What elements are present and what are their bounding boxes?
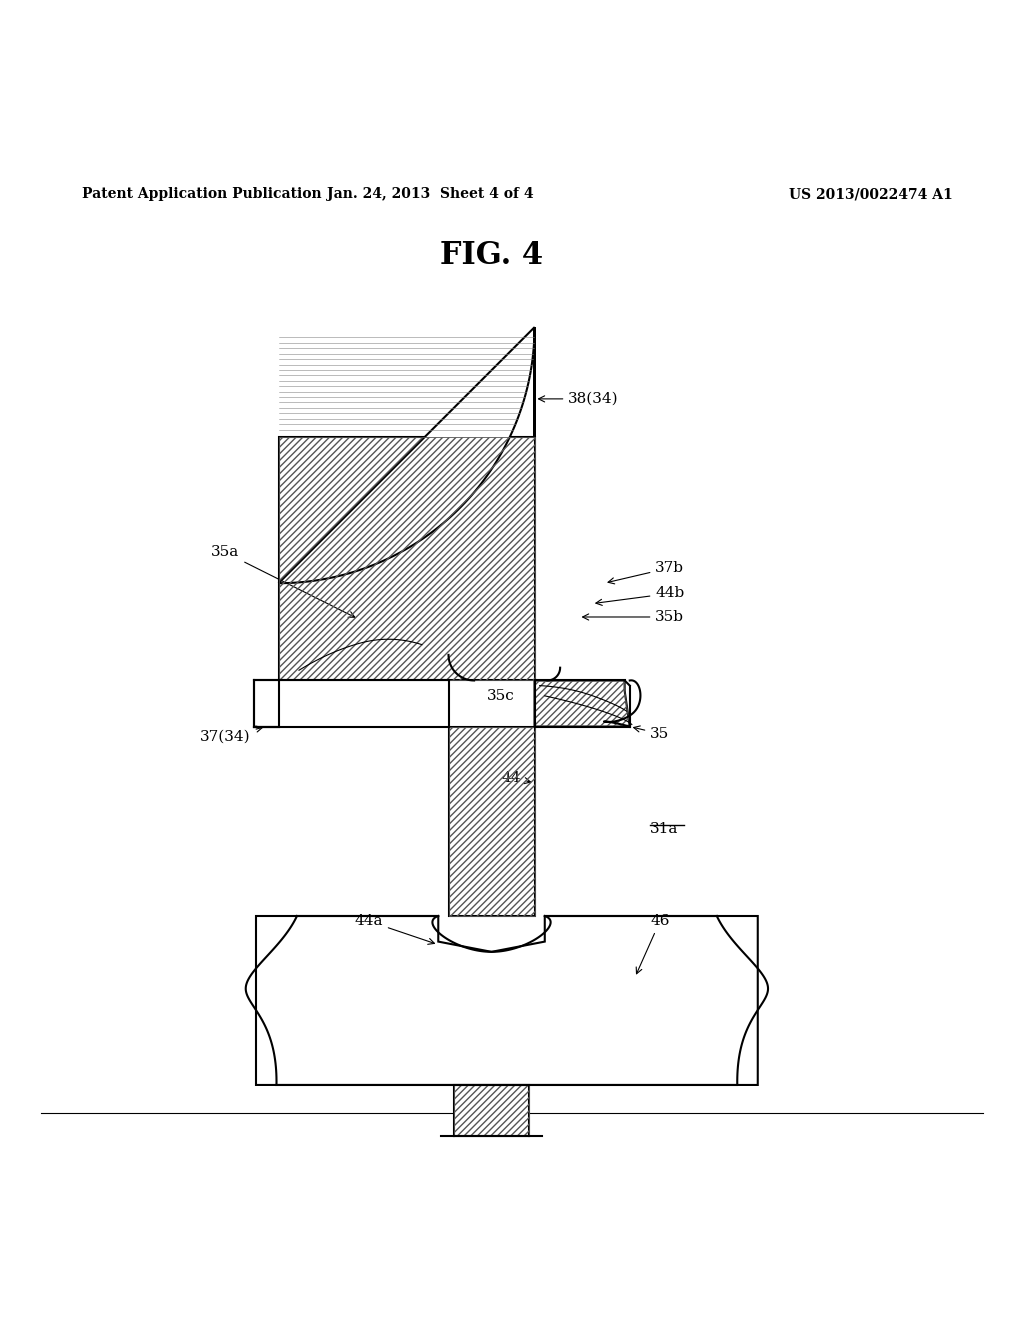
Text: 37(34): 37(34) [200,726,262,743]
Text: FIG. 4: FIG. 4 [440,240,543,271]
Text: 35: 35 [634,726,670,741]
Text: 35c: 35c [486,689,514,702]
Text: 37b: 37b [608,561,684,583]
Text: US 2013/0022474 A1: US 2013/0022474 A1 [788,187,952,201]
Text: 31a: 31a [650,822,679,836]
Polygon shape [449,726,535,916]
Polygon shape [254,681,279,726]
Text: 46: 46 [636,915,670,974]
Text: 35b: 35b [583,610,684,624]
Polygon shape [256,916,758,1085]
Text: Patent Application Publication: Patent Application Publication [82,187,322,201]
Text: 35a: 35a [211,545,354,618]
Polygon shape [535,681,630,726]
Text: 38(34): 38(34) [539,392,618,405]
Text: 44: 44 [502,771,530,785]
Polygon shape [279,437,535,681]
Text: 44a: 44a [354,915,434,944]
Text: 44b: 44b [596,586,685,606]
Text: Jan. 24, 2013  Sheet 4 of 4: Jan. 24, 2013 Sheet 4 of 4 [327,187,534,201]
Polygon shape [454,1085,529,1137]
Polygon shape [279,327,535,583]
